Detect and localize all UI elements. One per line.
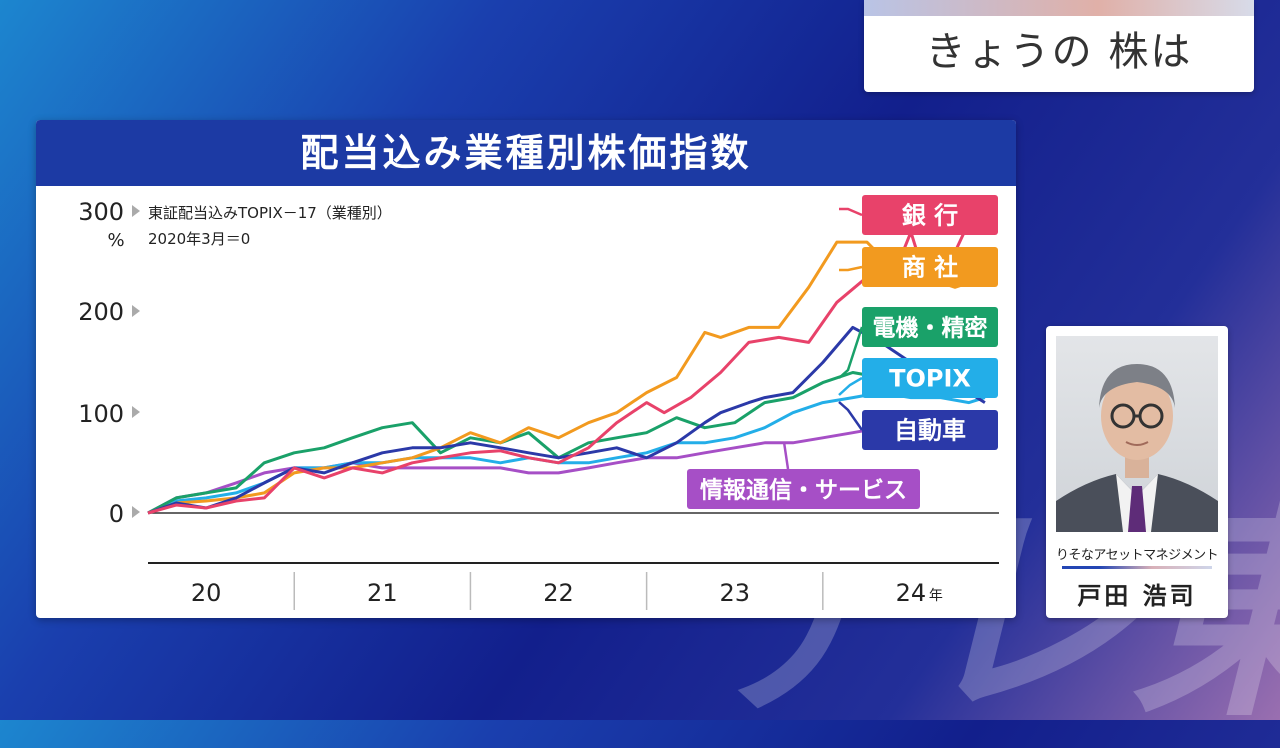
legend-connector-electronics <box>838 326 864 379</box>
x-tick-label: 24 <box>896 579 927 607</box>
y-tick-arrow <box>132 406 140 418</box>
organization-underline <box>1062 566 1212 569</box>
legend-label-topix: TOPIX <box>889 365 971 393</box>
legend-connector-infotech <box>782 441 790 470</box>
y-tick-arrow <box>132 506 140 518</box>
legend-connector-trading <box>839 265 863 272</box>
legend-label-auto: 自動車 <box>894 417 966 445</box>
x-axis: 20 21 22 23 24 年 <box>191 572 943 610</box>
legend-label-infotech: 情報通信・サービス <box>700 476 907 503</box>
y-unit-label: % <box>107 230 124 251</box>
commentator-organization: りそなアセットマネジメント <box>1055 548 1219 563</box>
top-banner: きょうの 株は <box>864 0 1254 92</box>
series-line-trading <box>147 240 986 515</box>
legend-label-trading: 商 社 <box>902 254 958 282</box>
x-tick-label: 20 <box>191 579 222 607</box>
chart-title: 配当込み業種別株価指数 <box>36 120 1016 186</box>
x-tick-label: 22 <box>543 579 574 607</box>
y-tick-label: 200 <box>78 298 124 326</box>
legend-box-electronics <box>862 307 998 347</box>
commentator-name: 戸田 浩司 <box>1077 582 1197 610</box>
chart-subtitle-1: 東証配当込みTOPIX－17（業種別） <box>148 204 392 222</box>
chart-subtitle-2: 2020年3月＝0 <box>148 230 250 248</box>
legend-box-infotech <box>687 469 920 509</box>
y-tick-arrow <box>132 305 140 317</box>
legend-label-electronics: 電機・精密 <box>873 314 988 341</box>
legend-box-topix <box>862 358 998 398</box>
commentator-card: りそなアセットマネジメント 戸田 浩司 <box>1046 326 1228 618</box>
x-unit-label: 年 <box>929 588 943 604</box>
chart-svg: 0 100 200 300 % 東証配当込みTOPIX－17（業種別） 2020… <box>78 195 999 610</box>
y-tick-label: 300 <box>78 198 124 226</box>
legend-connector-auto <box>838 401 864 431</box>
legend-box-auto <box>862 410 998 450</box>
series-line-bank <box>147 210 986 515</box>
commentator-photo <box>1056 336 1218 532</box>
y-tick-arrow <box>132 205 140 217</box>
legend-box-trading <box>862 247 998 287</box>
legend-connector-topix <box>838 376 863 396</box>
banner-strip <box>864 0 1254 16</box>
chart-panel: 配当込み業種別株価指数 0 100 200 300 % 東証配当込みTOPIX－… <box>36 120 1016 618</box>
legend-connector-bank <box>839 207 863 217</box>
x-tick-label: 21 <box>367 579 398 607</box>
person-portrait-icon <box>1056 364 1218 532</box>
series-line-electronics <box>147 371 986 515</box>
x-tick-label: 23 <box>719 579 750 607</box>
y-tick-label: 0 <box>109 500 124 528</box>
banner-title: きょうの 株は <box>925 29 1193 75</box>
y-axis: 0 100 200 300 % <box>78 198 140 528</box>
legend-label-bank: 銀 行 <box>902 202 958 230</box>
y-tick-label: 100 <box>78 400 124 428</box>
series-lines <box>147 210 986 515</box>
legend-box-bank <box>862 195 998 235</box>
